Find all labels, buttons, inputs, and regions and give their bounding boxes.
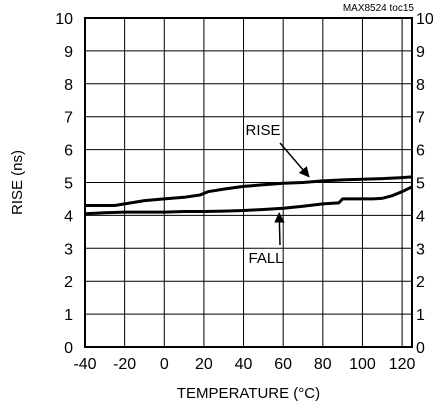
y-tick-label-left: 9: [64, 44, 73, 61]
x-axis-label: TEMPERATURE (°C): [177, 385, 320, 402]
y-tick-label-right: 2: [416, 274, 425, 291]
y-tick-label-left: 8: [64, 77, 73, 94]
y-tick-label-left: 3: [64, 241, 73, 258]
y-tick-label-left: 6: [64, 143, 73, 160]
y-tick-label-left: 5: [64, 176, 73, 193]
y-tick-label-left: 10: [55, 11, 73, 28]
annotations-group: RISE FALL: [245, 122, 310, 267]
x-tick-label: 40: [235, 356, 253, 373]
y-tick-label-right: 8: [416, 77, 425, 94]
y-tick-label-left: 0: [64, 340, 73, 357]
y-tick-label-right: 3: [416, 241, 425, 258]
annotation-rise-arrow: [279, 142, 310, 178]
y-tick-label-left: 4: [64, 208, 73, 225]
grid: [85, 18, 412, 347]
x-tick-label: 80: [314, 356, 332, 373]
series-line-fall: [84, 185, 413, 216]
y-tick-label-left: 7: [64, 110, 73, 127]
y-tick-labels-left: 0 1 2 3 4 5 6 7 8 9 10: [55, 11, 73, 357]
y-tick-labels-right: 0 1 2 3 4 5 6 7 8 9 10: [416, 11, 434, 357]
y-tick-label-right: 10: [416, 11, 434, 28]
y-tick-label-right: 6: [416, 143, 425, 160]
source-tag: MAX8524 toc15: [343, 3, 415, 14]
y-tick-label-right: 7: [416, 110, 425, 127]
y-tick-label-right: 1: [416, 307, 425, 324]
series-group: [84, 175, 413, 216]
y-axis-label: RISE (ns): [9, 150, 26, 215]
annotation-rise-label: RISE: [245, 122, 280, 139]
annotation-fall-label: FALL: [248, 250, 283, 267]
y-tick-label-right: 4: [416, 208, 425, 225]
x-tick-label: 120: [389, 356, 416, 373]
y-tick-label-right: 0: [416, 340, 425, 357]
x-tick-label: -40: [73, 356, 96, 373]
x-tick-label: 0: [160, 356, 169, 373]
x-tick-labels: -40 -20 0 20 40 60 80 100 120: [73, 356, 415, 373]
y-tick-label-left: 2: [64, 274, 73, 291]
x-tick-label: 60: [274, 356, 292, 373]
y-tick-label-right: 5: [416, 176, 425, 193]
series-line-rise: [85, 175, 413, 207]
plot-frame: [84, 17, 413, 348]
x-tick-label: -20: [113, 356, 136, 373]
x-tick-label: 100: [349, 356, 376, 373]
y-tick-label-left: 1: [64, 307, 73, 324]
x-tick-label: 20: [195, 356, 213, 373]
annotation-fall-arrow: [274, 212, 285, 246]
y-tick-label-right: 9: [416, 44, 425, 61]
